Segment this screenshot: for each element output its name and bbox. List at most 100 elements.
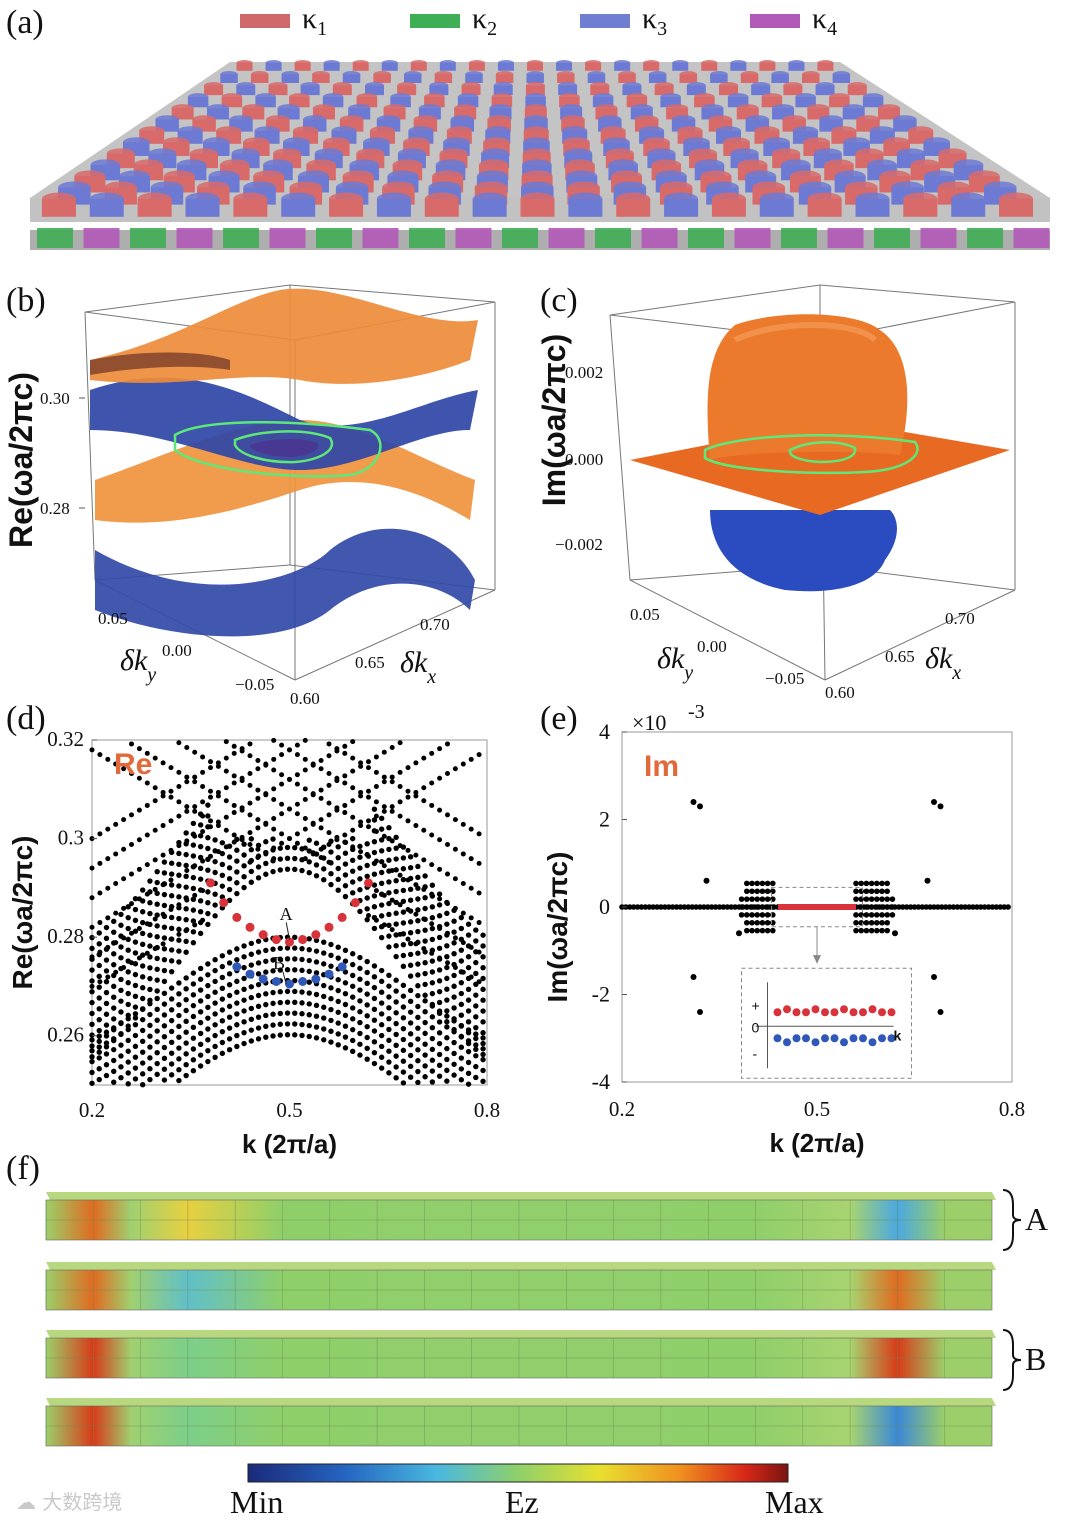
band-dot [364,1056,370,1062]
band-dot [436,978,443,984]
cluster-dot [770,912,776,918]
band-dot [373,813,379,819]
lattice-rod-cap [521,181,554,194]
band-dot [111,918,117,925]
band-dot [460,940,466,946]
zero-dot [630,904,637,910]
band-dot [125,947,131,953]
y-axis-label: δky [657,642,693,684]
band-dot [413,882,419,888]
zero-dot [662,904,668,910]
band-dot [113,821,119,827]
band-dot [386,1015,392,1022]
band-dot [366,853,371,859]
band-dot [335,1009,341,1015]
band-dot [277,967,283,973]
band-dot [415,972,421,978]
band-dot [184,774,190,780]
lattice-rod-cap [803,137,830,147]
band-dot [97,920,103,926]
lattice-rod-cap [751,82,771,89]
band-dot [205,867,211,873]
band-dot [118,922,124,928]
lattice-rod-cap [41,192,76,206]
lattice-rod [171,108,194,120]
lattice-rod-cap [229,115,253,124]
band-dot [444,964,450,971]
band-dot [357,908,363,915]
inner-region [250,439,319,457]
lattice-rod [418,108,441,120]
band-dot [458,1077,465,1083]
band-dot [284,1021,291,1027]
band-dot [452,817,458,823]
band-dot [212,1022,218,1028]
x-tick-label: 0.60 [290,689,320,708]
band-dot [444,1056,450,1063]
panel-label-a: (a) [6,4,44,41]
lower-blue-surface [95,528,475,637]
lattice-rod-cap [331,126,357,136]
band-dot [176,894,182,900]
band-dot [313,873,320,879]
band-dot [212,837,218,843]
band-dot [451,1061,457,1067]
lattice-rod [751,85,771,96]
lattice-rod-cap [562,126,588,136]
band-dot [371,1039,378,1045]
band-dot [371,904,378,910]
band-dot [154,966,160,972]
series-B-point [258,974,268,984]
band-dot [192,833,198,839]
band-dot [183,1040,189,1046]
band-dot [313,991,320,998]
lattice-rod-cap [524,104,547,113]
band-dot [183,938,189,945]
band-dot [342,980,349,986]
lattice-rod-cap [634,115,659,124]
y-axis-label: Im(ωa/2πc) [542,852,573,1003]
inset-loss-dot [878,1034,886,1043]
band-dot [255,842,262,848]
strip-top [46,1262,996,1270]
zero-dot [669,904,676,910]
band-dot [299,867,305,874]
band-dot [184,808,190,814]
band-dot [121,965,127,971]
band-dot [223,755,229,761]
lattice-rod [618,74,636,83]
lattice-rod [630,108,653,120]
lattice-rod [323,62,340,71]
band-dot [378,848,385,854]
band-dot [422,998,428,1004]
band-dot [132,1032,139,1039]
band-dot [200,799,206,805]
band-dot [366,765,371,771]
band-dot [294,742,300,748]
lattice-rod-cap [622,82,642,89]
band-dot [321,1004,327,1010]
band-dot [397,931,403,937]
lattice-rod-cap [754,126,780,136]
band-dot [444,986,450,992]
cluster-dot [759,927,766,934]
inset-gain-dot [849,1008,858,1017]
lattice-rod-cap [683,137,710,147]
band-dot [279,781,285,787]
band-dot [328,941,334,948]
band-dot [111,1005,117,1011]
band-dot [299,967,305,974]
band-dot [241,954,247,960]
band-dot [183,873,189,880]
lattice-rod [220,74,238,83]
band-dot [234,890,240,897]
band-dot [342,893,349,900]
series-A-point [206,878,215,888]
band-dot [421,857,427,863]
band-dot [97,979,103,985]
band-dot [407,973,414,979]
inset-gain-dot [859,1008,867,1017]
lattice-rod-cap [618,71,636,78]
lattice-rod-cap [491,93,513,101]
band-dot [279,831,285,837]
